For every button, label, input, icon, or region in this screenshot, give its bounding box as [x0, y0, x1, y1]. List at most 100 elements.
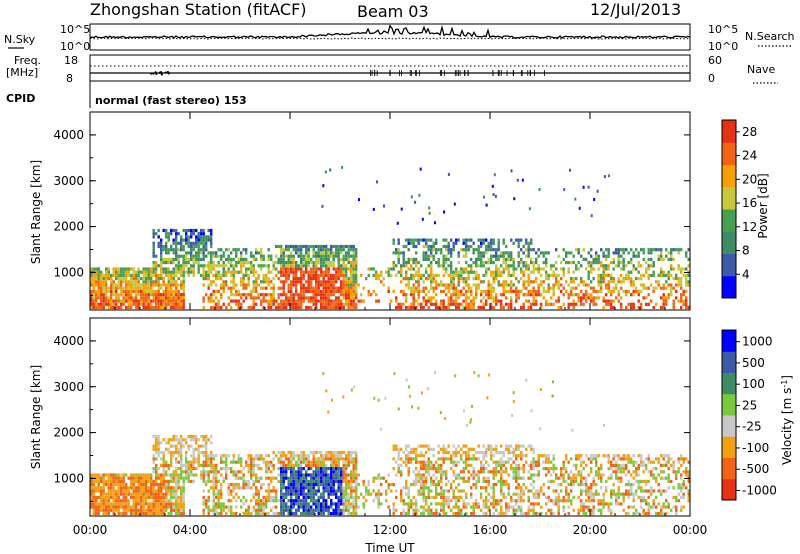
echo-cell	[652, 286, 655, 290]
echo-cell	[342, 502, 345, 506]
echo-cell	[612, 299, 615, 303]
echo-cell	[465, 296, 468, 300]
echo-cell	[207, 270, 210, 274]
echo-cell	[320, 511, 323, 516]
echo-cell	[167, 277, 170, 281]
echo-cell	[335, 495, 338, 499]
echo-cell	[267, 280, 270, 284]
echo-cell	[262, 508, 265, 512]
echo-cell	[282, 450, 285, 455]
echo-cell	[585, 296, 588, 300]
echo-cell	[322, 293, 325, 297]
echo-cell	[182, 479, 185, 483]
echo-cell	[350, 511, 353, 516]
echo-cell	[172, 438, 175, 442]
echo-cell	[285, 470, 288, 474]
echo-cell	[132, 479, 135, 483]
echo-cell	[110, 296, 113, 300]
echo-cell	[505, 508, 508, 512]
echo-cell	[267, 476, 270, 480]
echo-cell	[667, 251, 670, 255]
echo-cell	[275, 499, 278, 503]
echo-cell	[182, 296, 185, 300]
echo-cell	[295, 511, 298, 516]
echo-cell	[538, 188, 541, 191]
echo-cell	[172, 241, 175, 245]
echo-cell	[417, 489, 420, 493]
echo-cell	[405, 479, 408, 483]
echo-cell	[95, 277, 98, 281]
echo-cell	[257, 296, 260, 300]
echo-cell	[492, 492, 495, 496]
freq-left-tick-bottom: 8	[66, 72, 73, 85]
echo-cell	[232, 293, 235, 297]
echo-cell	[177, 257, 180, 261]
echo-cell	[207, 476, 210, 480]
echo-cell	[277, 467, 280, 471]
echo-cell	[585, 257, 588, 261]
echo-cell	[155, 467, 158, 471]
echo-cell	[172, 293, 175, 297]
echo-cell	[175, 444, 178, 448]
echo-cell	[340, 244, 343, 249]
echo-cell	[227, 254, 230, 258]
echo-cell	[267, 257, 270, 261]
echo-cell	[457, 450, 460, 455]
echo-cell	[487, 463, 490, 467]
echo-cell	[340, 257, 343, 261]
echo-cell	[332, 454, 335, 458]
echo-cell	[495, 473, 498, 477]
echo-cell	[552, 286, 555, 290]
echo-cell	[192, 434, 195, 439]
echo-cell	[425, 476, 428, 480]
echo-cell	[160, 492, 163, 496]
echo-cell	[520, 267, 523, 271]
echo-cell	[307, 283, 310, 287]
date-title: 12/Jul/2013	[590, 0, 681, 19]
echo-cell	[162, 502, 165, 506]
echo-cell	[277, 457, 280, 461]
echo-cell	[480, 450, 483, 455]
echo-cell	[450, 238, 453, 242]
echo-cell	[252, 492, 255, 496]
echo-cell	[265, 277, 268, 281]
echo-cell	[567, 302, 570, 306]
echo-cell	[157, 467, 160, 471]
echo-cell	[302, 492, 305, 496]
echo-cell	[685, 299, 688, 303]
echo-cell	[425, 244, 428, 249]
echo-cell	[585, 289, 588, 293]
echo-cell	[290, 483, 293, 487]
echo-cell	[642, 257, 645, 261]
echo-cell	[452, 244, 455, 249]
echo-cell	[225, 473, 228, 477]
echo-cell	[210, 238, 213, 242]
echo-cell	[170, 502, 173, 506]
echo-cell	[275, 254, 278, 258]
echo-cell	[430, 476, 433, 480]
echo-cell	[280, 489, 283, 493]
echo-cell	[142, 489, 145, 493]
echo-cell	[152, 289, 155, 293]
echo-cell	[210, 454, 213, 458]
echo-cell	[90, 505, 93, 509]
echo-cell	[472, 248, 475, 252]
echo-cell	[330, 299, 333, 303]
echo-cell	[155, 434, 158, 439]
echo-cell	[562, 248, 565, 252]
echo-cell	[245, 248, 248, 252]
echo-cell	[177, 499, 180, 503]
echo-cell	[422, 511, 425, 516]
echo-cell	[110, 492, 113, 496]
echo-cell	[282, 257, 285, 261]
echo-cell	[425, 277, 428, 281]
echo-cell	[290, 261, 293, 265]
echo-cell	[252, 273, 255, 277]
echo-cell	[300, 280, 303, 284]
echo-cell	[610, 299, 613, 303]
echo-cell	[217, 511, 220, 516]
echo-cell	[480, 460, 483, 464]
echo-cell	[192, 257, 195, 261]
echo-cell	[495, 463, 498, 467]
echo-cell	[130, 305, 133, 310]
